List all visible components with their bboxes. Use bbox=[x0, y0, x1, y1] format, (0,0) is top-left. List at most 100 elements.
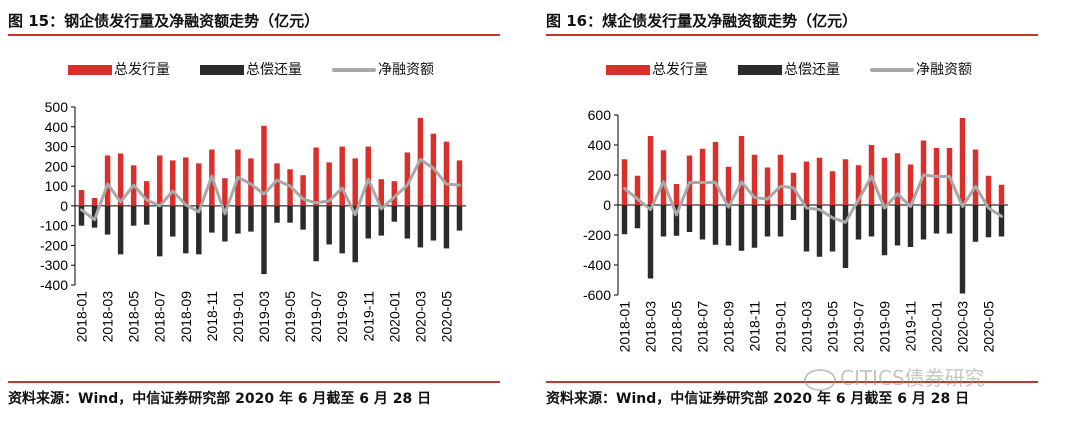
x-tick-label: 2019-03 bbox=[256, 291, 272, 343]
y-tick-label: 500 bbox=[45, 99, 69, 115]
bar-repayment bbox=[404, 205, 411, 239]
bar-repayment bbox=[881, 205, 888, 256]
bar-issuance bbox=[907, 164, 914, 205]
y-tick-label: -600 bbox=[583, 287, 611, 303]
y-tick-label: 0 bbox=[603, 197, 611, 213]
wechat-icon bbox=[804, 368, 836, 391]
y-tick-label: -200 bbox=[583, 227, 611, 243]
bar-issuance bbox=[313, 147, 319, 206]
legend-label: 总发行量 bbox=[114, 62, 170, 78]
bar-issuance bbox=[378, 179, 385, 206]
bar-repayment bbox=[816, 205, 823, 257]
bar-issuance bbox=[274, 163, 280, 206]
bar-issuance bbox=[404, 152, 411, 206]
bar-issuance bbox=[117, 153, 124, 206]
x-tick-label: 2019-07 bbox=[308, 291, 324, 343]
x-tick-label: 2018-07 bbox=[695, 301, 711, 353]
bar-repayment bbox=[790, 205, 797, 220]
legend-label: 总偿还量 bbox=[784, 62, 840, 78]
x-tick-label: 2020-03 bbox=[955, 301, 971, 353]
y-tick-label: -400 bbox=[40, 277, 68, 293]
chart-plot-left: 500 400 300 200 100 0 -100 -200 -300 -400 2018-01 2… bbox=[40, 99, 466, 343]
bar-repayment bbox=[430, 205, 437, 241]
y-tick-label: -300 bbox=[40, 257, 68, 273]
bar-repayment bbox=[365, 205, 371, 239]
x-tick-label: 2019-05 bbox=[282, 291, 298, 343]
bar-issuance bbox=[972, 149, 979, 205]
bar-repayment bbox=[946, 205, 953, 234]
bar-issuance bbox=[764, 167, 771, 205]
bar-issuance bbox=[686, 155, 693, 205]
bar-issuance bbox=[183, 157, 189, 206]
bar-repayment bbox=[222, 205, 228, 242]
legend-swatch-repayment bbox=[738, 65, 782, 75]
bar-issuance bbox=[829, 171, 836, 205]
bar-issuance bbox=[855, 165, 862, 205]
y-tick-label: 300 bbox=[45, 139, 69, 155]
bar-repayment bbox=[751, 205, 758, 248]
title-divider bbox=[546, 34, 1038, 36]
bar-repayment bbox=[143, 205, 150, 225]
x-tick-label: 2018-03 bbox=[643, 301, 659, 353]
bar-repayment bbox=[196, 205, 202, 255]
bar-issuance bbox=[647, 136, 654, 205]
bar-issuance bbox=[751, 154, 758, 205]
x-tick-label: 2018-07 bbox=[152, 291, 168, 343]
y-tick-label: 100 bbox=[45, 178, 69, 194]
bar-repayment bbox=[621, 205, 628, 235]
y-tick-label: 400 bbox=[588, 137, 612, 153]
legend-swatch-issuance bbox=[606, 65, 650, 75]
x-tick-label: 2020-05 bbox=[981, 301, 997, 353]
bar-repayment bbox=[300, 205, 306, 230]
bar-repayment bbox=[235, 205, 241, 234]
bar-issuance bbox=[143, 181, 150, 206]
bar-repayment bbox=[378, 205, 385, 236]
watermark: CITICS债券研究 bbox=[804, 362, 985, 391]
bar-repayment bbox=[417, 205, 424, 248]
y-tick-label: -400 bbox=[583, 257, 611, 273]
x-tick-label: 2019-01 bbox=[773, 301, 789, 353]
x-tick-label: 2020-05 bbox=[438, 291, 454, 343]
bar-issuance bbox=[634, 175, 641, 205]
x-tick-label: 2020-03 bbox=[412, 291, 428, 343]
x-tick-label: 2018-01 bbox=[617, 301, 633, 353]
source-divider bbox=[546, 381, 1038, 383]
bar-repayment bbox=[261, 205, 267, 275]
legend-label: 总发行量 bbox=[652, 62, 708, 78]
x-tick-label: 2018-11 bbox=[204, 291, 220, 342]
bar-repayment bbox=[156, 205, 163, 257]
bar-repayment bbox=[998, 205, 1005, 237]
bar-repayment bbox=[326, 205, 332, 245]
bar-issuance bbox=[881, 157, 888, 205]
bar-issuance bbox=[352, 158, 358, 206]
bar-repayment bbox=[842, 205, 849, 268]
x-tick-label: 2019-09 bbox=[877, 301, 893, 353]
bar-issuance bbox=[339, 146, 345, 206]
bar-repayment bbox=[117, 205, 124, 255]
source-divider bbox=[8, 381, 500, 383]
bar-issuance bbox=[104, 155, 111, 206]
chart-panel-right: 图 16：煤企债发行量及净融资额走势（亿元） 总发行量 总偿还量 净融资额 60… bbox=[546, 0, 1066, 421]
bar-repayment bbox=[647, 205, 654, 279]
bar-repayment bbox=[868, 205, 875, 237]
bar-issuance bbox=[803, 161, 810, 205]
bar-repayment bbox=[777, 205, 784, 237]
bar-issuance bbox=[725, 166, 732, 205]
bar-repayment bbox=[352, 205, 358, 263]
bar-repayment bbox=[170, 205, 176, 237]
x-tick-label: 2019-11 bbox=[903, 301, 919, 352]
legend-swatch-issuance bbox=[68, 65, 112, 75]
bar-issuance bbox=[738, 136, 745, 205]
bar-issuance bbox=[365, 146, 371, 206]
bar-issuance bbox=[998, 184, 1005, 205]
bar-repayment bbox=[686, 205, 693, 232]
x-tick-label: 2020-01 bbox=[386, 291, 402, 343]
y-tick-label: 400 bbox=[45, 119, 69, 135]
bar-repayment bbox=[894, 205, 901, 246]
legend-swatch-repayment bbox=[200, 65, 244, 75]
bar-issuance bbox=[673, 184, 680, 205]
bar-repayment bbox=[907, 205, 914, 247]
bar-repayment bbox=[443, 205, 450, 249]
bar-issuance bbox=[920, 140, 927, 205]
y-tick-label: 0 bbox=[60, 198, 68, 214]
